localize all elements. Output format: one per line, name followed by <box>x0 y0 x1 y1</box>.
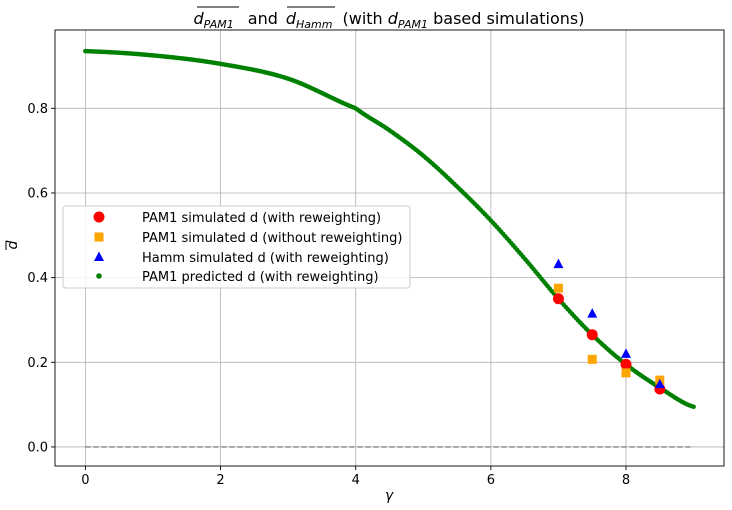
title-term-a: d <box>194 9 205 28</box>
x-tick-label: 8 <box>622 473 630 488</box>
chart-title: dPAM1 and dHamm (with dPAM1 based simulatio… <box>194 9 585 31</box>
x-tick-label: 6 <box>487 473 495 488</box>
x-tick-label: 0 <box>81 473 89 488</box>
legend-entry-pam1-pred-rw: PAM1 predicted d (with reweighting) <box>142 270 379 285</box>
pam1-norw-point <box>553 283 563 293</box>
pam1-norw-point <box>587 354 597 364</box>
x-axis-label: γ <box>385 488 394 504</box>
y-tick-label: 0.8 <box>27 102 48 117</box>
legend-marker-triangle <box>94 251 104 261</box>
legend-markers <box>93 211 105 279</box>
legend-entry-pam1-sim-rw: PAM1 simulated d (with reweighting) <box>142 211 381 226</box>
y-axis-label: d <box>5 240 21 249</box>
legend-marker-square <box>94 232 104 242</box>
predicted-curve <box>83 48 696 410</box>
pam1-rw-point <box>552 293 564 305</box>
title-paren-open: (with <box>342 9 387 28</box>
legend: PAM1 simulated d (with reweighting) PAM1… <box>62 205 411 289</box>
legend-entry-pam1-sim-norw: PAM1 simulated d (without reweighting) <box>142 231 402 246</box>
title-paren-close: based simulations) <box>428 9 584 28</box>
legend-marker-dot <box>96 273 102 279</box>
y-tick-label: 0.6 <box>27 186 48 201</box>
hamm-rw-point <box>654 378 665 389</box>
title-and: and <box>248 9 278 28</box>
title-term-b: d <box>286 9 297 28</box>
hamm-rw-point <box>587 308 598 318</box>
data-points <box>552 258 666 395</box>
title-term-b-sub: Hamm <box>296 18 332 31</box>
x-tick-label: 2 <box>216 473 224 488</box>
y-tick-label: 0.2 <box>27 356 48 371</box>
legend-entry-hamm-sim-rw: Hamm simulated d (with reweighting) <box>142 251 389 266</box>
title-term-a-sub: PAM1 <box>204 18 234 31</box>
axes-frame <box>54 29 725 467</box>
legend-marker-circle <box>93 211 105 223</box>
title-term-c-sub: PAM1 <box>398 18 428 31</box>
pam1-rw-point <box>586 329 598 341</box>
hamm-rw-point <box>553 258 564 269</box>
title-term-c: d <box>388 9 399 28</box>
hamm-rw-point <box>621 348 632 358</box>
x-tick-label: 4 <box>352 473 360 488</box>
y-tick-label: 0.4 <box>27 271 48 286</box>
axis-ticks: 0 2 4 6 8 0.0 0.2 0.4 0.6 0.8 <box>27 102 630 488</box>
pam1-rw-point <box>620 358 632 370</box>
y-tick-label: 0.0 <box>27 440 48 455</box>
legend-frame <box>62 205 411 289</box>
pam1-norw-point <box>621 368 631 378</box>
predicted-point <box>691 404 696 410</box>
